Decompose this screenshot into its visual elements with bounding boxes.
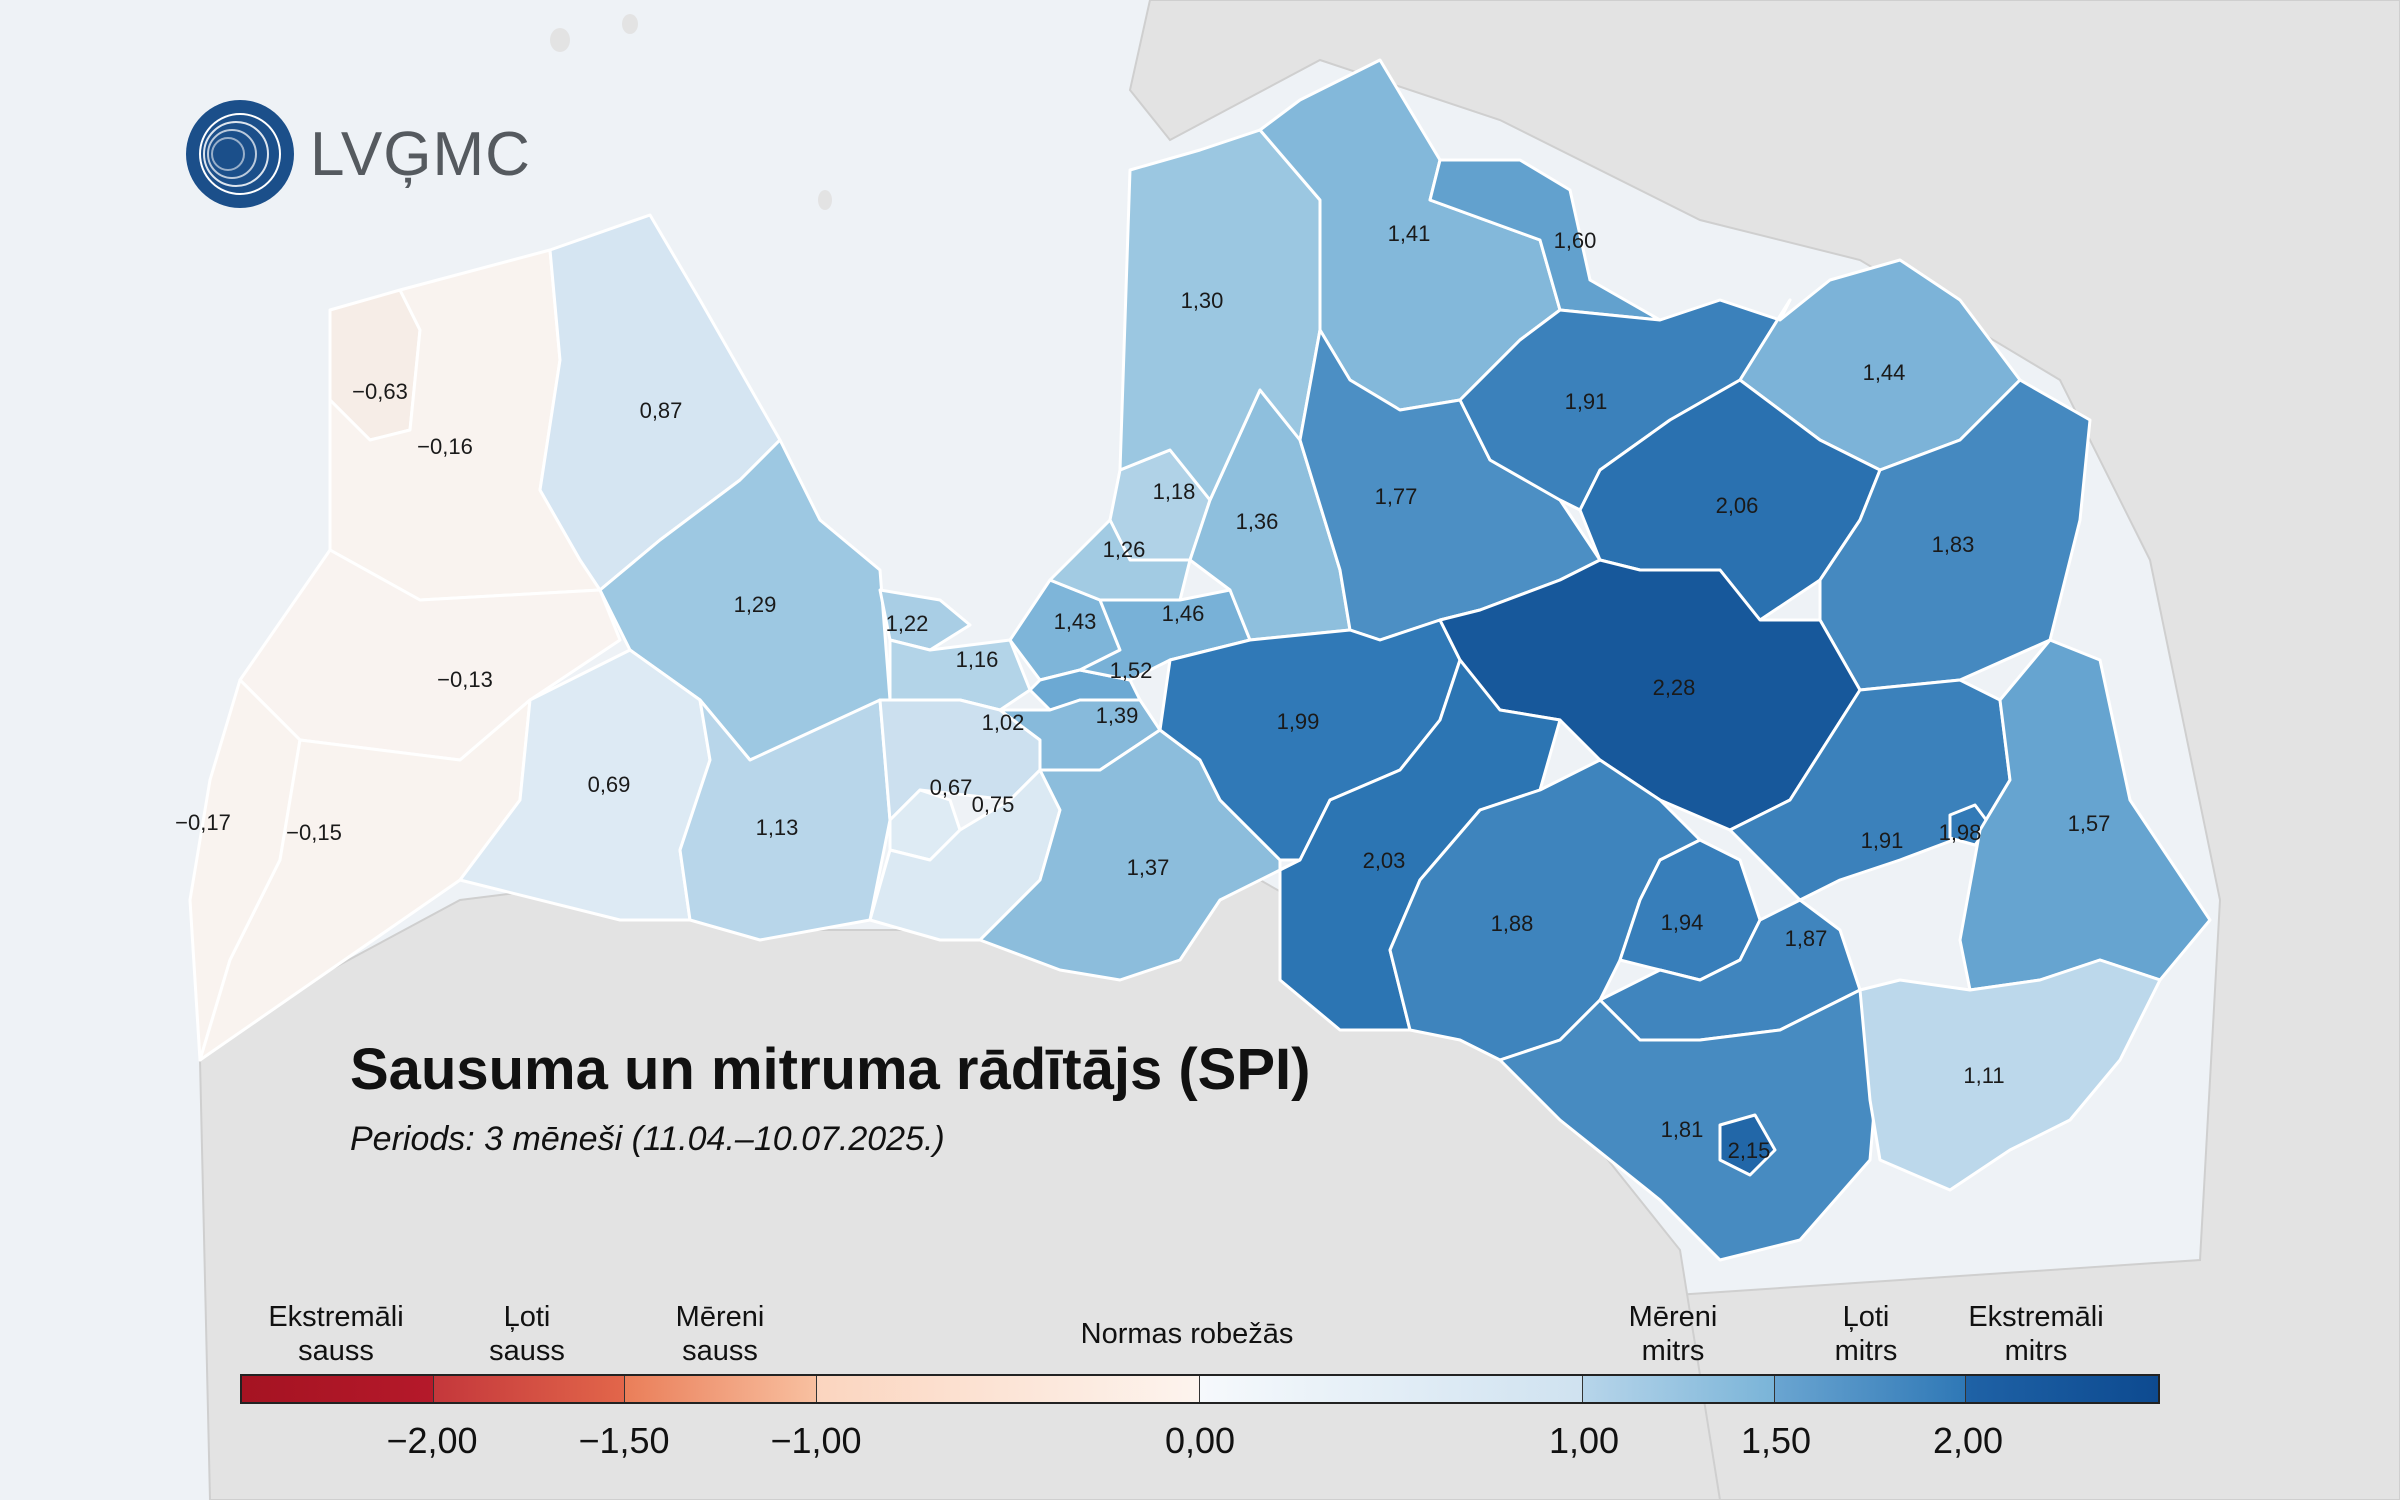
legend-segment-mereni-mitrs xyxy=(1583,1376,1775,1402)
region-label-talsi: 0,87 xyxy=(639,398,683,423)
region-label-ventspils-north: −0,63 xyxy=(352,379,408,404)
region-jūrmala xyxy=(878,588,972,652)
legend-segment-loti-mitrs xyxy=(1774,1376,1967,1402)
region-label-augsdaugava: 1,81 xyxy=(1660,1117,1704,1142)
legend-segment-loti-sauss xyxy=(433,1376,626,1402)
region-label-jekabpils: 1,88 xyxy=(1490,911,1534,936)
legend-segment-ekstremali-mitrs xyxy=(1966,1376,2158,1402)
region-label-jelgava-south: 0,75 xyxy=(971,792,1015,817)
legend-tick-2: 2,00 xyxy=(1932,1420,2004,1461)
legend-segment-ekstremali-sauss xyxy=(242,1376,434,1402)
region-label-kekava: 1,39 xyxy=(1095,703,1139,728)
region-label-sigulda: 1,36 xyxy=(1235,509,1279,534)
region-label-jelgavas-nov: 1,02 xyxy=(981,710,1025,735)
region-label-balvi: 1,83 xyxy=(1931,532,1975,557)
region-label-gulbene: 2,06 xyxy=(1715,493,1759,518)
region-label-ludza: 1,57 xyxy=(2067,811,2111,836)
land-north-east xyxy=(1128,0,2400,1500)
region-label-valmiera-north: 1,41 xyxy=(1387,221,1431,246)
legend-category-ekstremali-mitrs: Ekstremāli mitrs xyxy=(1968,1301,2104,1367)
legend-category-ekstremali-sauss: Ekstremāli sauss xyxy=(268,1301,404,1367)
region-label-dienvidkurzeme: −0,15 xyxy=(286,820,342,845)
region-label-rezekne-city: 1,98 xyxy=(1938,820,1982,845)
legend-segment-normas-pos xyxy=(1199,1376,1584,1402)
region-label-daugavpils: 2,15 xyxy=(1727,1138,1771,1163)
region-balvi xyxy=(1818,378,2092,692)
map-subtitle: Periods: 3 mēneši (11.04.–10.07.2025.) xyxy=(350,1120,945,1158)
region-label-bauska: 1,37 xyxy=(1126,855,1170,880)
region-daugavpils xyxy=(1718,1113,1777,1177)
region-label-liepaja: −0,17 xyxy=(175,810,231,835)
region-label-jelgava: 0,67 xyxy=(929,775,973,800)
region-label-preili: 1,94 xyxy=(1660,910,1704,935)
region-label-limbazi: 1,30 xyxy=(1180,288,1224,313)
legend-tick-1: 1,00 xyxy=(1548,1420,1620,1461)
legend-color-bar xyxy=(240,1374,2160,1404)
legend-segment-normas-neg xyxy=(816,1376,1200,1402)
region-label-marupe: 1,52 xyxy=(1109,658,1153,683)
region-dobele xyxy=(678,698,892,942)
region-label-kraslava: 1,11 xyxy=(1963,1063,2005,1088)
region-krāslava xyxy=(1858,958,2162,1192)
region-label-ventspils: −0,16 xyxy=(417,434,473,459)
region-label-ropazi: 1,46 xyxy=(1161,601,1205,626)
map-title: Sausuma un mitruma rādītājs (SPI) xyxy=(350,1037,1311,1102)
region-label-aizkraukle: 2,03 xyxy=(1362,848,1406,873)
island xyxy=(622,14,638,34)
region-label-ogre: 1,99 xyxy=(1276,709,1320,734)
legend-category-normas-robezas: Normas robežās xyxy=(1080,1318,1294,1350)
region-label-jurmala: 1,22 xyxy=(885,611,929,636)
legend-category-loti-sauss: Ļoti sauss xyxy=(489,1301,565,1367)
legend-category-loti-mitrs: Ļoti mitrs xyxy=(1834,1301,1898,1367)
region-label-adazi: 1,26 xyxy=(1102,537,1146,562)
region-label-saldus: 0,69 xyxy=(587,772,631,797)
region-dienvidkurzeme xyxy=(198,698,532,1062)
legend-tick-minus-1: −1,00 xyxy=(770,1420,862,1461)
region-label-aluksne: 1,44 xyxy=(1862,360,1906,385)
region-label-olaine: 1,16 xyxy=(955,647,999,672)
legend-category-mereni-sauss: Mēreni sauss xyxy=(675,1301,765,1367)
island xyxy=(818,190,832,210)
region-label-tukums: 1,29 xyxy=(733,592,777,617)
legend-tick-1-5: 1,50 xyxy=(1740,1420,1812,1461)
logo-text: LVĢMC xyxy=(310,119,531,189)
legend-tick-zero: 0,00 xyxy=(1164,1420,1236,1461)
region-label-smiltene: 1,91 xyxy=(1564,389,1608,414)
region-label-valka: 1,60 xyxy=(1553,228,1597,253)
region-label-livani: 1,87 xyxy=(1784,926,1828,951)
region-valka xyxy=(1428,158,1662,322)
legend-segment-mereni-sauss xyxy=(625,1376,817,1402)
island xyxy=(550,28,570,52)
region-label-saulkrasti: 1,18 xyxy=(1152,479,1196,504)
region-label-kuldiga: −0,13 xyxy=(437,667,493,692)
legend-tick-minus-1-5: −1,50 xyxy=(578,1420,670,1461)
region-label-valmiera: 1,77 xyxy=(1374,484,1418,509)
legend-tick-minus-2: −2,00 xyxy=(386,1420,478,1461)
region-label-rezekne: 1,91 xyxy=(1860,828,1904,853)
lvgmc-logo-icon xyxy=(186,100,294,208)
region-label-madona: 2,28 xyxy=(1652,675,1696,700)
region-label-dobele: 1,13 xyxy=(755,815,799,840)
region-label-riga: 1,43 xyxy=(1053,609,1097,634)
logo: LVĢMC xyxy=(184,98,531,210)
legend-category-mereni-mitrs: Mēreni mitrs xyxy=(1628,1301,1718,1367)
